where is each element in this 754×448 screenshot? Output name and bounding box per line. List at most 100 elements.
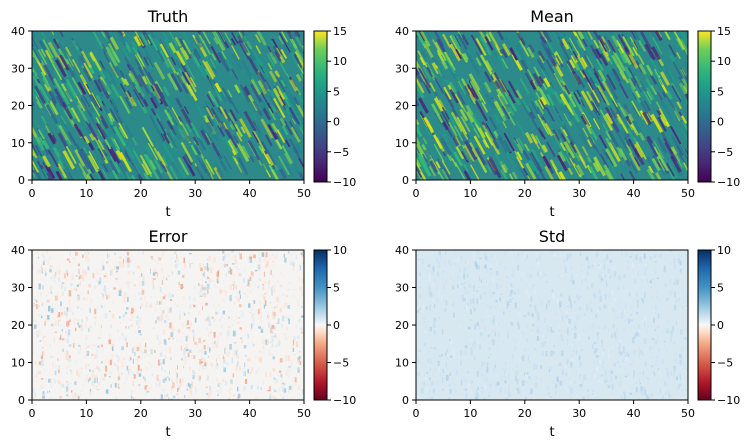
noise-speck: [131, 347, 134, 354]
wave-streak: [228, 120, 236, 131]
noise-speck: [673, 304, 676, 311]
wave-streak: [496, 134, 510, 154]
wave-streak: [293, 125, 304, 144]
noise-speck: [185, 384, 189, 386]
noise-speck: [100, 361, 103, 364]
noise-speck: [521, 291, 524, 293]
noise-speck: [186, 312, 189, 315]
noise-speck: [451, 299, 453, 305]
noise-speck: [65, 331, 67, 333]
noise-speck: [417, 395, 420, 399]
wave-streak: [107, 42, 121, 63]
wave-streak: [453, 151, 463, 167]
wave-streak: [297, 59, 304, 69]
wave-streak: [132, 160, 144, 179]
wave-streak: [577, 75, 586, 89]
noise-speck: [106, 288, 108, 290]
wave-streak: [206, 105, 214, 118]
noise-speck: [681, 347, 684, 351]
noise-speck: [116, 354, 119, 357]
noise-speck: [136, 315, 139, 319]
wave-streak: [528, 112, 540, 131]
noise-speck: [263, 257, 266, 262]
noise-speck: [531, 358, 534, 360]
noise-speck: [235, 285, 238, 290]
wave-streak: [587, 68, 597, 83]
noise-speck: [532, 283, 535, 287]
noise-speck: [263, 296, 265, 301]
noise-speck: [476, 322, 479, 326]
wave-streak: [224, 32, 232, 44]
wave-streak: [562, 129, 568, 137]
noise-speck: [511, 274, 514, 277]
noise-speck: [74, 384, 78, 388]
noise-speck: [565, 266, 567, 273]
wave-streak: [217, 51, 231, 73]
noise-speck: [670, 341, 672, 346]
noise-speck: [561, 315, 564, 322]
noise-speck: [84, 322, 87, 329]
noise-speck: [518, 311, 521, 316]
wave-streak: [569, 141, 578, 154]
wave-streak: [236, 131, 243, 142]
noise-speck: [277, 279, 279, 284]
colorbar-tick-label: 5: [333, 282, 340, 295]
noise-speck: [117, 356, 120, 363]
noise-speck: [436, 298, 438, 304]
wave-streak: [452, 123, 464, 142]
noise-speck: [636, 291, 638, 297]
wave-streak: [527, 44, 535, 53]
wave-streak: [479, 36, 492, 56]
noise-speck: [84, 252, 87, 257]
noise-speck: [499, 391, 501, 395]
x-tick-label: 30: [572, 407, 586, 420]
noise-speck: [288, 365, 291, 368]
noise-speck: [449, 338, 451, 342]
wave-streak: [663, 31, 671, 41]
wave-streak: [169, 165, 179, 180]
noise-speck: [91, 370, 94, 372]
wave-streak: [611, 143, 619, 154]
noise-speck: [66, 318, 68, 323]
noise-speck: [610, 375, 613, 382]
wave-streak: [553, 91, 563, 105]
wave-streak: [230, 37, 237, 46]
noise-speck: [88, 378, 90, 383]
wave-streak: [619, 53, 627, 64]
noise-speck: [633, 350, 636, 355]
wave-streak: [609, 107, 619, 119]
x-tick-label: 50: [297, 187, 311, 200]
noise-speck: [204, 361, 207, 366]
noise-speck: [249, 276, 252, 281]
wave-streak: [422, 66, 432, 81]
noise-speck: [636, 357, 639, 361]
wave-streak: [198, 64, 208, 77]
colorbar-tick-label: 15: [717, 25, 731, 38]
wave-streak: [649, 166, 655, 174]
noise-speck: [276, 253, 278, 260]
noise-speck: [644, 273, 647, 276]
noise-speck: [505, 300, 508, 303]
wave-streak: [204, 158, 215, 175]
wave-streak: [134, 58, 142, 70]
noise-speck: [686, 310, 688, 312]
noise-speck: [223, 367, 226, 373]
noise-speck: [679, 353, 682, 359]
x-tick-label: 0: [413, 407, 420, 420]
wave-streak: [99, 120, 112, 140]
noise-speck: [548, 303, 551, 308]
noise-speck: [235, 366, 238, 371]
wave-streak: [654, 70, 663, 86]
noise-speck: [115, 398, 118, 400]
noise-speck: [607, 384, 611, 389]
wave-streak: [115, 150, 123, 161]
noise-speck: [463, 274, 465, 280]
wave-streak: [595, 78, 603, 88]
wave-streak: [273, 87, 281, 98]
noise-speck: [77, 318, 80, 324]
noise-speck: [144, 356, 145, 358]
noise-speck: [55, 271, 57, 276]
noise-speck: [653, 341, 656, 346]
noise-speck: [161, 299, 163, 305]
noise-speck: [457, 284, 459, 288]
